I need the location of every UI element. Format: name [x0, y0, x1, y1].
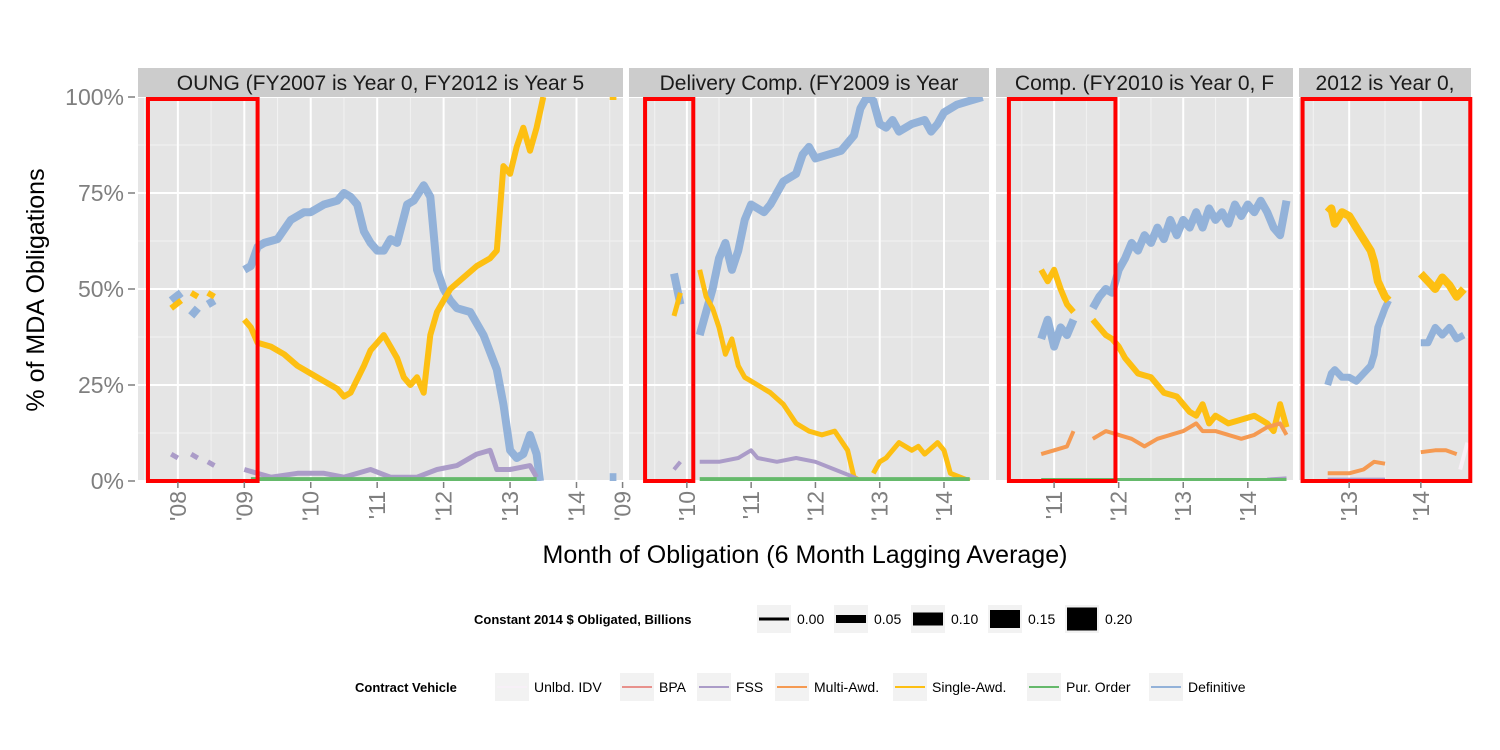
x-tick-label: '11	[364, 491, 390, 519]
series-line-definitive	[242, 181, 544, 481]
facet-strip	[138, 68, 623, 97]
series-group	[1324, 204, 1470, 481]
series-line-multi-awd	[1420, 448, 1458, 456]
y-tick-label: 25%	[78, 372, 124, 398]
series-line-single-awd	[169, 298, 184, 311]
size-legend-label: 0.20	[1105, 611, 1132, 627]
color-legend: Contract Vehicle Unlbd. IDV BPA FSS Multi-Aw…	[355, 673, 1246, 701]
color-legend-label: BPA	[659, 679, 687, 695]
color-legend-label: Multi-Awd.	[814, 679, 879, 695]
size-legend-label: 0.10	[951, 611, 978, 627]
y-tick-label: 75%	[78, 180, 124, 206]
facet-strip	[629, 68, 989, 97]
facet-strip-label: OUNG (FY2007 is Year 0, FY2012 is Year 5	[177, 72, 584, 95]
size-legend: Constant 2014 $ Obligated, Billions 0.00 0…	[474, 605, 1132, 633]
size-legend-label: 0.00	[797, 611, 824, 627]
highlight-box	[1300, 97, 1473, 483]
series-line-multi-awd	[1091, 421, 1289, 449]
series-line-single-awd	[671, 292, 683, 317]
facet-strip-label: Delivery Comp. (FY2009 is Year	[660, 72, 959, 95]
series-line-single-awd	[189, 290, 200, 300]
series-line-unlbd-idv	[1458, 442, 1470, 471]
series-line-definitive	[188, 305, 201, 319]
series-line-definitive	[695, 97, 984, 337]
series-line-definitive	[205, 297, 217, 308]
facet-strip-label: 2012 is Year 0,	[1316, 72, 1455, 95]
series-line-multi-awd	[1327, 459, 1386, 476]
y-tick-label: 100%	[65, 84, 124, 110]
series-line-fss	[672, 460, 682, 471]
x-axis-title: Month of Obligation (6 Month Lagging Ave…	[543, 541, 1068, 569]
facet-panel: Comp. (FY2010 is Year 0, F '11 '12 '13 '14	[996, 68, 1293, 521]
series-line-fss	[189, 451, 200, 461]
x-tick-label: '11	[738, 491, 764, 519]
y-axis-title: % of MDA Obligations	[22, 168, 50, 411]
highlight-box	[643, 97, 696, 483]
series-line-multi-awd	[1040, 430, 1076, 457]
x-tick-label: '13	[867, 491, 893, 521]
series-line-single-awd	[1324, 204, 1392, 304]
series-line-single-awd	[1038, 266, 1076, 314]
size-legend-title: Constant 2014 $ Obligated, Billions	[474, 612, 691, 627]
x-tick-label: '14	[931, 491, 957, 521]
facet-strip	[1299, 68, 1471, 97]
x-tick-label: '12	[431, 491, 457, 521]
series-line-single-awd	[697, 269, 862, 481]
x-tick-label: '14	[1408, 491, 1434, 521]
x-tick-label: '08	[165, 491, 191, 521]
size-legend-label: 0.05	[874, 611, 901, 627]
series-line-fss	[169, 451, 180, 461]
y-tick-label: 0%	[91, 468, 124, 494]
series-line-fss	[243, 447, 539, 480]
series-line-definitive	[1420, 323, 1466, 347]
color-legend-label: Unlbd. IDV	[534, 679, 602, 695]
series-line-definitive	[1037, 315, 1078, 351]
series-line-definitive	[168, 289, 184, 304]
series-line-fss	[206, 459, 216, 468]
series-line-fss	[699, 448, 862, 481]
color-legend-label: Single-Awd.	[932, 679, 1006, 695]
facet-strip-label: Comp. (FY2010 is Year 0, F	[1015, 72, 1274, 95]
color-legend-label: Definitive	[1188, 679, 1246, 695]
x-tick-label: '12	[802, 491, 828, 521]
series-line-single-awd	[1090, 317, 1290, 435]
series-line-single-awd	[206, 290, 216, 300]
color-legend-label: Pur. Order	[1066, 679, 1131, 695]
series-group	[1037, 196, 1291, 481]
x-tick-label: '14	[563, 491, 589, 521]
series-line-single-awd	[1417, 270, 1467, 301]
x-tick-label: '09	[231, 491, 257, 521]
x-tick-label: '13	[497, 491, 523, 521]
series-line-single-awd	[242, 97, 547, 400]
x-tick-label: '10	[298, 491, 324, 521]
x-tick-label: '11	[1041, 491, 1067, 519]
facet-panels: 0% 25% 50% 75% 100% OUNG (FY2007 is Year 0, F…	[65, 68, 1473, 521]
facet-strip	[996, 68, 1293, 97]
x-tick-label: '12	[1106, 491, 1132, 521]
size-legend-label: 0.15	[1028, 611, 1055, 627]
color-legend-title: Contract Vehicle	[355, 680, 457, 695]
x-tick-label: '09	[610, 491, 636, 521]
series-group	[168, 97, 617, 481]
x-tick-label: '13	[1170, 491, 1196, 521]
facet-panel: Delivery Comp. (FY2009 is Year '09 '10 '11 '…	[610, 68, 989, 521]
series-line-single-awd	[871, 440, 971, 481]
color-legend-label: FSS	[736, 679, 763, 695]
highlight-box	[1006, 97, 1118, 483]
series-group	[670, 97, 984, 481]
x-tick-label: '14	[1235, 491, 1261, 521]
facet-panel: 2012 is Year 0, '13 '14	[1299, 68, 1473, 521]
highlight-box	[145, 97, 260, 483]
series-line-definitive	[1324, 299, 1392, 387]
y-tick-label: 50%	[78, 276, 124, 302]
x-tick-label: '13	[1336, 491, 1362, 521]
facet-panel: OUNG (FY2007 is Year 0, FY2012 is Year 5…	[138, 68, 623, 521]
series-line-definitive	[1089, 196, 1291, 311]
x-tick-label: '10	[674, 491, 700, 521]
